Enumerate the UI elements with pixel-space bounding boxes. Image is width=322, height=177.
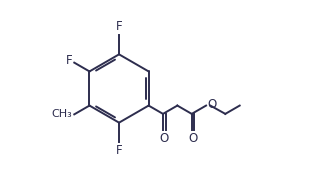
Text: F: F	[66, 54, 72, 67]
Text: O: O	[188, 132, 197, 145]
Text: CH₃: CH₃	[52, 109, 72, 119]
Text: F: F	[116, 144, 122, 157]
Text: O: O	[159, 132, 169, 145]
Text: O: O	[207, 98, 216, 111]
Text: F: F	[116, 20, 122, 33]
